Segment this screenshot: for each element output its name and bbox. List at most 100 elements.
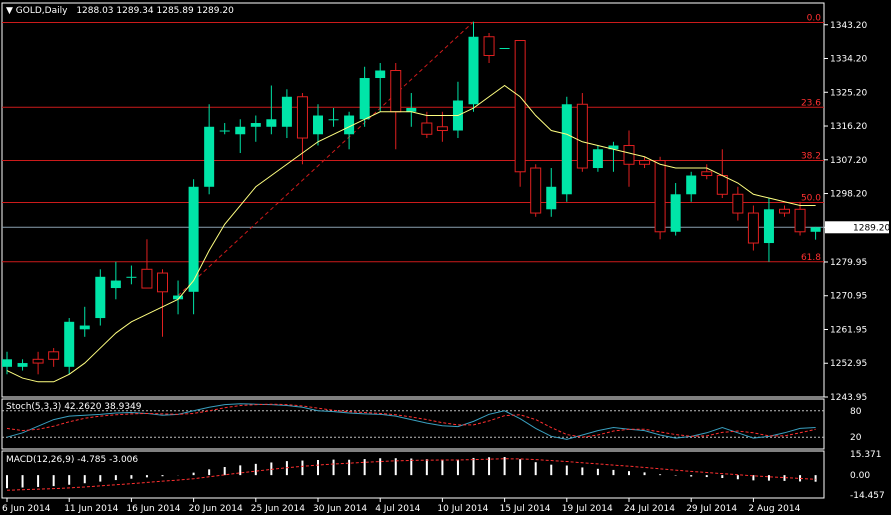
candle-body-bull: [266, 119, 277, 127]
macd-signal-line: [6, 458, 816, 491]
candle-body-bear: [747, 212, 759, 244]
symbol-label: GOLD,Daily: [15, 6, 68, 16]
candle-body-bear: [141, 268, 153, 289]
stoch-plot-frame: [1, 398, 825, 450]
time-tick-label: 2 Aug 2014: [748, 504, 800, 514]
candle-body-bull: [281, 96, 292, 127]
stoch-line-signal: [6, 403, 816, 438]
price-tick-label: 1243.95: [830, 393, 867, 403]
candle-body-bull: [592, 149, 603, 169]
candle-body-bull: [250, 123, 261, 127]
dropdown-triangle-icon[interactable]: ▼: [6, 6, 13, 16]
macd-plot-frame: [1, 450, 825, 499]
price-tick-label: 1261.95: [830, 325, 867, 335]
fib-label-61.8: 61.8: [801, 253, 821, 263]
time-tick-label: 30 Jun 2014: [313, 504, 367, 514]
candle-body-bear: [794, 208, 806, 233]
candle-body-bull: [344, 115, 355, 135]
candle-body-bear: [390, 70, 402, 113]
candle-body-bear: [530, 167, 542, 214]
price-tick-label: 1325.20: [830, 88, 867, 98]
trendline-segment: [177, 21, 474, 296]
stoch-name: Stoch(5,3,3): [6, 402, 62, 412]
candle-body-bull: [204, 126, 215, 187]
candle-body-bull: [608, 145, 619, 150]
time-tick-label: 6 Jun 2014: [2, 504, 51, 514]
candle-body-bear: [48, 351, 60, 360]
candle-body-bear: [32, 358, 44, 364]
candle-body-bear: [779, 208, 790, 214]
candle-body-bull: [810, 227, 821, 232]
macd-name: MACD(12,26,9): [6, 455, 75, 465]
candle-body-bear: [732, 193, 744, 214]
macd-header: MACD(12,26,9) -4.785 -3.006: [6, 455, 138, 465]
ohlc-close: 1289.20: [196, 6, 234, 16]
candle-body-bull: [219, 130, 230, 132]
price-tick-label: 1279.95: [830, 258, 867, 268]
candle-body-bear: [157, 272, 168, 293]
candle-body-bull: [763, 209, 774, 244]
candles: [2, 21, 821, 375]
stoch-main-value: 42.2620: [64, 402, 102, 412]
price-tick-label: 1307.20: [830, 156, 867, 166]
macd-panel: 15.371 0.00 -14.457: [6, 450, 885, 501]
price-tick-label: 1334.20: [830, 55, 867, 65]
fib-label-23.6: 23.6: [801, 98, 821, 108]
price-tick-label: 1298.20: [830, 190, 867, 200]
macd-tick-label: -14.457: [850, 491, 885, 501]
stoch-level-label: 80: [850, 407, 862, 417]
candle-body-bear: [436, 126, 448, 132]
candle-body-bull: [64, 321, 75, 367]
trendline: [177, 21, 474, 296]
time-axis: 6 Jun 2014 11 Jun 2014 16 Jun 2014 20 Jun 2…: [2, 498, 801, 514]
candle-body-bear: [654, 160, 666, 233]
time-tick-label: 10 Jul 2014: [437, 504, 488, 514]
candle-body-bull: [313, 115, 323, 135]
stoch-signal-value: 38.9349: [104, 402, 142, 412]
time-tick-label: 29 Jul 2014: [686, 504, 737, 514]
candle-body-bull: [17, 363, 28, 367]
candle-body-bear: [296, 96, 308, 139]
candle-body-bear: [421, 122, 433, 135]
chart-header: ▼ GOLD,Daily 1288.03 1289.34 1285.89 128…: [6, 6, 234, 16]
time-tick-label: 15 Jul 2014: [500, 504, 551, 514]
candle-body-bear: [623, 145, 635, 165]
candle-body-bear: [576, 103, 588, 169]
candle-body-bull: [561, 104, 572, 195]
moving-average: [6, 84, 816, 383]
price-tick-label: 1343.20: [830, 21, 867, 31]
candle-body-bull: [2, 359, 12, 367]
ohlc-high: 1289.34: [116, 6, 154, 16]
time-tick-label: 19 Jul 2014: [562, 504, 613, 514]
time-tick-label: 11 Jun 2014: [64, 504, 118, 514]
ma-line: [6, 84, 816, 383]
fib-label-50.0: 50.0: [801, 194, 821, 204]
macd-main-value: -4.785: [77, 455, 107, 465]
fib-label-0.0: 0.0: [807, 14, 822, 24]
fib-label-38.2: 38.2: [801, 152, 821, 162]
main-plot-frame: [1, 2, 825, 398]
candle-body-bull: [375, 70, 386, 79]
time-tick-label: 24 Jul 2014: [624, 504, 675, 514]
candle-body-bear: [716, 175, 728, 195]
time-tick-label: 25 Jun 2014: [251, 504, 305, 514]
candle-body-bull: [188, 186, 199, 292]
candle-body-bull: [328, 119, 339, 121]
candle-body-bull: [126, 276, 137, 278]
current-price-label: 1289.20: [853, 223, 890, 233]
price-axis: 1343.20 1334.20 1325.20 1316.20 1307.20 1298.…: [824, 21, 890, 403]
fibonacci-levels: 0.0 23.6 38.2 50.0 61.8: [2, 14, 824, 263]
candle-body-bull: [686, 175, 697, 195]
macd-tick-label: 15.371: [850, 450, 882, 460]
time-tick-label: 16 Jun 2014: [126, 504, 180, 514]
stoch-header: Stoch(5,3,3) 42.2620 38.9349: [6, 402, 142, 412]
candle-body-bull: [406, 108, 417, 112]
stochastic-panel: 80 20: [2, 403, 862, 443]
ohlc-low: 1285.89: [156, 6, 194, 16]
stoch-level-label: 20: [850, 433, 862, 443]
time-tick-label: 20 Jun 2014: [189, 504, 243, 514]
candle-body-bull: [670, 194, 681, 232]
macd-tick-label: 0.00: [850, 471, 870, 481]
current-price-tag: [825, 221, 889, 234]
